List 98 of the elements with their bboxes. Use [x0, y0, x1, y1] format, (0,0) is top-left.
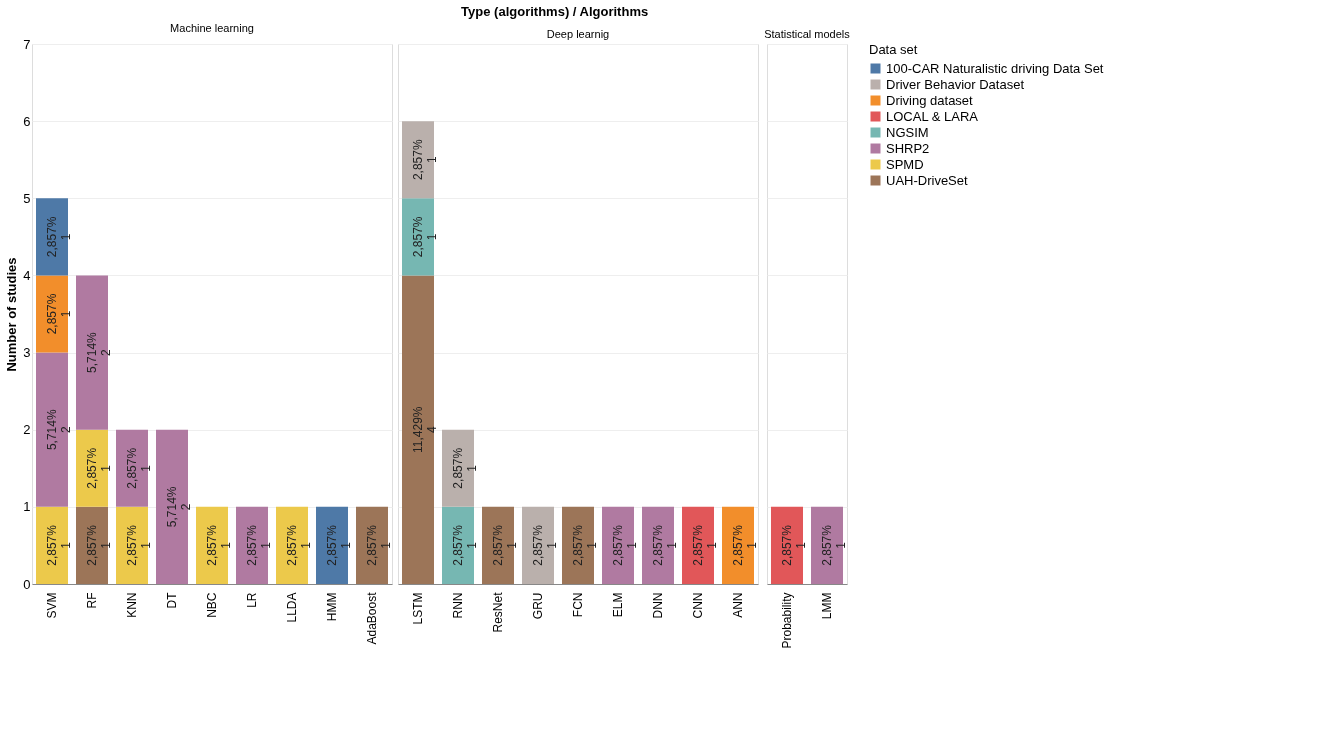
x-tick-label: HMM: [325, 592, 339, 622]
bar: [276, 506, 308, 584]
data-label: 2,857% 1: [45, 524, 73, 566]
bar: [442, 506, 474, 584]
data-label: 2,857% 1: [365, 524, 393, 566]
x-tick-label: ResNet: [491, 591, 505, 633]
bar: [522, 506, 554, 584]
legend-label: Driving dataset: [886, 92, 974, 108]
x-tick-label: AdaBoost: [365, 591, 379, 645]
chart-title: Statistical models: [764, 28, 851, 40]
bar: [36, 506, 68, 584]
data-label: 2,857% 1: [45, 216, 73, 258]
data-label: 2,857% 1: [245, 524, 273, 566]
bar: [402, 275, 434, 584]
bar: [316, 506, 348, 584]
x-tick-label: LMM: [820, 592, 834, 620]
x-tick-label: FCN: [571, 592, 585, 618]
legend-label: UAH-DriveSet: [886, 172, 969, 188]
legend-label: SHRP2: [886, 140, 930, 156]
x-tick-label: ELM: [611, 592, 625, 618]
bar: [36, 352, 68, 507]
data-label: 2,857% 1: [571, 524, 599, 566]
bar: [642, 506, 674, 584]
data-label: 2,857% 1: [691, 524, 719, 566]
x-tick-label: NBC: [205, 592, 219, 618]
bar: [116, 506, 148, 584]
text: Type (algorithms) / Algorithms: [461, 3, 649, 19]
data-label: 5,714% 2: [45, 409, 73, 451]
x-tick-label: KNN: [125, 592, 139, 618]
y-axis-title: Number of studies: [4, 257, 20, 372]
x-tick-label: LR: [245, 592, 259, 608]
chart-title: Deep learnig: [546, 28, 610, 40]
bar: [402, 121, 434, 199]
bar: [356, 506, 388, 584]
bar: [196, 506, 228, 584]
data-label: 2,857% 1: [411, 139, 439, 181]
data-label: 5,714% 2: [85, 331, 113, 373]
legend-title: Data set: [869, 42, 918, 57]
bar: [36, 275, 68, 353]
y-tick-label: 1: [23, 499, 31, 515]
bar: [602, 506, 634, 584]
x-tick-label: DNN: [651, 592, 665, 619]
x-tick-label: LSTM: [411, 592, 425, 625]
y-tick-label: 3: [23, 345, 31, 361]
bar: [36, 198, 68, 276]
data-label: 2,857% 1: [731, 524, 759, 566]
legend-label: 100-CAR Naturalistic driving Data Set: [886, 60, 1104, 76]
legend-label: Driver Behavior Dataset: [886, 76, 1025, 92]
x-tick-label: RNN: [451, 592, 465, 619]
bar: [236, 506, 268, 584]
bar: [76, 506, 108, 584]
x-tick-label: ANN: [731, 592, 745, 618]
y-tick-label: 7: [23, 36, 31, 52]
y-tick-label: 4: [23, 267, 31, 283]
y-tick-label: 5: [23, 190, 31, 206]
legend-label: SPMD: [886, 156, 924, 172]
data-label: 2,857% 1: [780, 524, 808, 566]
data-label: 2,857% 1: [651, 524, 679, 566]
data-label: 2,857% 1: [45, 293, 73, 335]
data-label: 2,857% 1: [325, 524, 353, 566]
data-label: 2,857% 1: [611, 524, 639, 566]
bar: [76, 275, 108, 430]
bar: [156, 429, 188, 584]
data-label: 2,857% 1: [125, 447, 153, 489]
x-tick-label: Probability: [780, 592, 794, 649]
x-tick-label: CNN: [691, 592, 705, 619]
legend-label: LOCAL & LARA: [886, 108, 979, 124]
bar: [442, 429, 474, 507]
bar: [76, 429, 108, 507]
x-tick-label: RF: [85, 592, 99, 609]
y-tick-label: 6: [23, 113, 31, 129]
bar: [116, 429, 148, 507]
bar: [482, 506, 514, 584]
data-label: 2,857% 1: [451, 447, 479, 489]
bar: [722, 506, 754, 584]
data-label: 2,857% 1: [491, 524, 519, 566]
data-label: 2,857% 1: [85, 447, 113, 489]
x-tick-label: DT: [165, 591, 179, 609]
data-label: 2,857% 1: [411, 216, 439, 258]
data-label: 5,714% 2: [165, 486, 193, 528]
data-label: 2,857% 1: [205, 524, 233, 566]
data-label: 2,857% 1: [531, 524, 559, 566]
data-label: 2,857% 1: [85, 524, 113, 566]
bar: [562, 506, 594, 584]
bar: [682, 506, 714, 584]
legend-label: NGSIM: [886, 124, 929, 140]
data-label: 2,857% 1: [125, 524, 153, 566]
data-label: 2,857% 1: [451, 524, 479, 566]
data-label: 2,857% 1: [820, 524, 848, 566]
x-tick-label: LLDA: [285, 592, 299, 623]
y-tick-label: 0: [23, 576, 31, 592]
data-label: 11,429% 4: [411, 406, 439, 453]
data-label: 2,857% 1: [285, 524, 313, 566]
x-tick-label: SVM: [45, 592, 59, 619]
y-tick-label: 2: [23, 422, 31, 438]
bar: [402, 198, 434, 276]
chart-title: Machine learning: [170, 22, 254, 34]
x-tick-label: GRU: [531, 592, 545, 620]
